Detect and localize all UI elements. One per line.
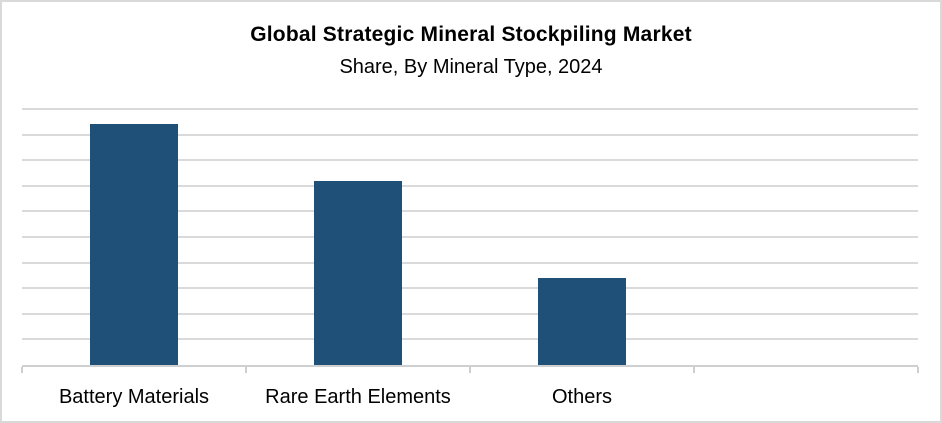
- x-axis-tick: [693, 367, 695, 373]
- x-axis-line: [22, 365, 918, 367]
- x-axis-labels: Battery Materials Rare Earth Elements Othe…: [22, 386, 918, 412]
- gridline: [22, 159, 918, 162]
- x-axis-tick: [245, 367, 247, 373]
- gridline: [22, 338, 918, 341]
- gridline: [22, 261, 918, 264]
- x-axis-label: Battery Materials: [58, 386, 210, 408]
- chart-subtitle: Share, By Mineral Type, 2024: [339, 56, 603, 78]
- gridline: [22, 312, 918, 315]
- bar-rare-earth-elements: [314, 180, 402, 365]
- gridline: [22, 108, 918, 110]
- bar-others: [538, 277, 626, 365]
- x-axis-label: Rare Earth Elements: [265, 386, 451, 408]
- bar-battery-materials: [90, 124, 178, 365]
- gridline: [22, 287, 918, 290]
- x-axis-tick: [21, 367, 23, 373]
- chart-title: Global Strategic Mineral Stockpiling Mar…: [250, 23, 692, 46]
- x-axis-tick: [469, 367, 471, 373]
- x-axis-tick: [917, 367, 919, 373]
- plot-area: [21, 108, 919, 373]
- gridline: [22, 210, 918, 213]
- gridline: [22, 184, 918, 187]
- gridline: [22, 236, 918, 238]
- gridline: [22, 133, 918, 136]
- x-axis-label: Others: [551, 386, 613, 408]
